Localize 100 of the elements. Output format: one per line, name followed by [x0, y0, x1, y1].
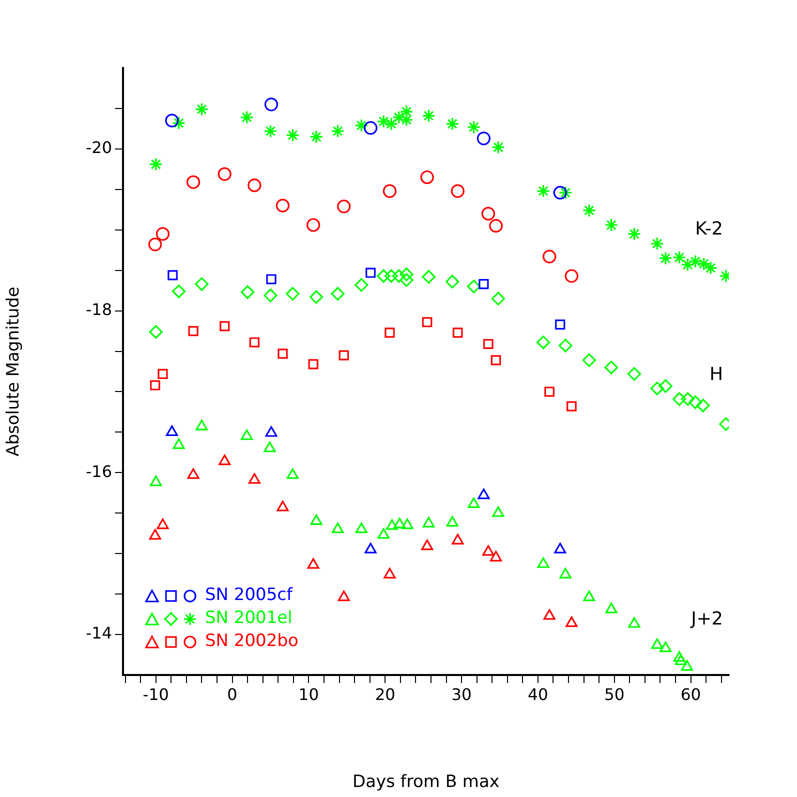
point — [188, 326, 198, 336]
point — [489, 219, 503, 233]
point — [650, 236, 664, 250]
point — [450, 184, 465, 198]
point — [491, 140, 506, 154]
point — [172, 438, 185, 449]
point — [286, 287, 300, 301]
point — [194, 277, 209, 291]
point — [566, 401, 577, 412]
point — [688, 395, 702, 410]
point — [704, 261, 718, 275]
point — [553, 186, 567, 200]
point — [482, 545, 494, 556]
point — [376, 269, 390, 283]
y-tick-label: -20 — [86, 138, 112, 158]
point — [688, 254, 702, 268]
legend-label: SN 2002bo — [205, 630, 298, 653]
point — [276, 198, 290, 212]
point — [149, 325, 163, 339]
point — [338, 590, 350, 602]
point — [478, 488, 490, 500]
point — [394, 518, 406, 528]
point — [628, 617, 640, 628]
point — [583, 590, 596, 602]
point — [566, 616, 578, 628]
point — [490, 550, 502, 562]
point — [421, 540, 434, 550]
point — [651, 638, 664, 649]
point — [680, 660, 693, 671]
point — [165, 114, 179, 128]
point — [605, 602, 618, 614]
point — [542, 250, 556, 264]
point — [310, 290, 324, 304]
point — [446, 274, 460, 288]
point — [422, 516, 435, 528]
y-tick-label: -18 — [86, 300, 112, 319]
point — [306, 218, 320, 232]
point — [355, 522, 368, 534]
point — [452, 328, 463, 338]
point — [218, 454, 231, 466]
point — [172, 116, 186, 130]
point — [354, 278, 368, 292]
point — [392, 269, 406, 283]
point — [672, 392, 686, 406]
point — [332, 522, 344, 534]
point — [392, 110, 406, 124]
point — [401, 518, 414, 530]
point — [220, 321, 230, 332]
point — [248, 473, 260, 484]
point — [543, 609, 556, 620]
y-tick-label: -14 — [86, 624, 112, 643]
point — [446, 117, 460, 131]
point — [558, 186, 572, 200]
point — [446, 516, 458, 527]
point — [149, 528, 162, 540]
point — [186, 175, 200, 189]
point — [158, 368, 168, 379]
x-axis-title: Days from B max — [352, 772, 500, 792]
point — [168, 270, 178, 280]
point — [354, 118, 368, 132]
point — [156, 227, 170, 241]
legend-label: SN 2005cf — [205, 584, 293, 607]
point — [378, 528, 390, 539]
x-tick-label: 60 — [680, 684, 701, 704]
point — [680, 392, 695, 406]
point — [537, 557, 550, 568]
x-tick-label: 20 — [374, 684, 396, 704]
point — [310, 514, 322, 526]
point — [481, 206, 496, 220]
point — [627, 227, 642, 241]
point — [382, 184, 396, 198]
point — [264, 98, 278, 112]
point — [422, 108, 436, 123]
y-tick-label: -16 — [86, 462, 112, 481]
point — [386, 519, 398, 530]
point — [330, 124, 345, 138]
point — [240, 429, 253, 440]
point — [194, 102, 209, 116]
point — [364, 542, 377, 554]
annotation: K-2 — [695, 218, 723, 240]
point — [660, 641, 672, 652]
point — [249, 337, 260, 348]
point — [150, 380, 160, 390]
point — [286, 468, 299, 479]
point — [658, 379, 672, 393]
point — [558, 338, 572, 352]
x-tick-label: 40 — [528, 684, 548, 704]
x-tick-label: 50 — [604, 684, 625, 704]
point — [674, 654, 687, 666]
point — [554, 542, 566, 554]
point — [150, 476, 162, 486]
point — [672, 250, 686, 264]
y-axis-title: Absolute Magnitude — [4, 286, 24, 456]
point — [536, 184, 550, 198]
point — [400, 273, 414, 287]
point — [420, 170, 434, 184]
point — [307, 558, 320, 569]
point — [156, 518, 169, 530]
point — [582, 353, 596, 367]
point — [559, 568, 572, 578]
